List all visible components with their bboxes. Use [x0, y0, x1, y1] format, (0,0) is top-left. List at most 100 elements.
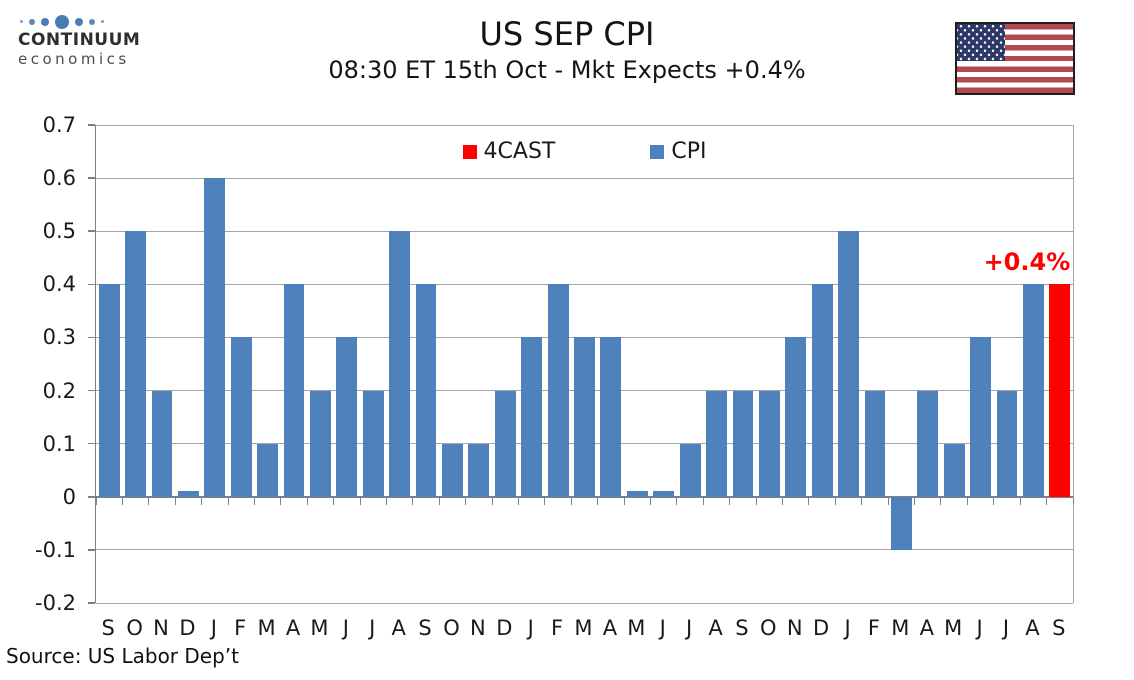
y-tick-label: -0.1 [35, 537, 76, 562]
category-tick-mark [861, 496, 863, 505]
y-tick-label: 0 [62, 484, 76, 509]
category-tick-mark [438, 496, 440, 505]
bar-cpi [310, 390, 331, 497]
category-tick-mark [517, 496, 519, 505]
bar-cpi [574, 337, 595, 497]
bar-4cast [1049, 284, 1071, 497]
category-tick-mark [412, 496, 414, 505]
x-tick-label: O [443, 616, 460, 640]
chart-legend: 4CAST CPI [96, 139, 1073, 164]
bar-cpi [336, 337, 358, 497]
bar-cpi [547, 284, 569, 497]
x-tick-label: A [391, 616, 406, 640]
bar-cpi [230, 337, 252, 497]
bar-cpi [362, 390, 384, 497]
y-tick-label: 0.1 [42, 431, 76, 456]
bar-cpi [257, 443, 279, 497]
x-tick-label: A [285, 616, 301, 640]
category-tick-mark [782, 496, 784, 505]
category-tick-mark [1072, 496, 1074, 505]
category-tick-mark [1019, 496, 1021, 505]
x-tick-label: A [708, 616, 723, 640]
logo-name: CONTINUUM [18, 30, 141, 50]
x-tick-label: J [210, 616, 217, 640]
source-note: Source: US Labor Dep’t [6, 644, 239, 668]
y-tick-label: 0.4 [42, 272, 76, 297]
category-tick-mark [914, 496, 916, 505]
plot-area: 4CAST CPI +0.4% [87, 124, 1074, 604]
bar-cpi [679, 443, 701, 497]
bar-cpi [811, 284, 833, 497]
bar-cpi [98, 284, 120, 497]
x-tick-label: O [126, 616, 143, 640]
bar-cpi [758, 390, 780, 497]
x-tick-label: J [686, 616, 693, 640]
y-tick-label: 0.3 [42, 325, 76, 350]
us-flag-icon [955, 22, 1075, 95]
x-tick-label: J [659, 616, 666, 640]
category-tick-mark [465, 496, 467, 505]
x-tick-label: A [602, 616, 618, 640]
x-tick-label: N [470, 616, 486, 640]
legend-swatch-4cast [462, 144, 477, 159]
category-tick-mark [755, 496, 757, 505]
category-tick-mark [993, 496, 995, 505]
y-tick-mark [87, 283, 95, 286]
bar-cpi [996, 390, 1018, 497]
x-tick-label: M [627, 616, 646, 640]
bar-cpi [1022, 284, 1044, 497]
x-tick-label: O [760, 616, 777, 640]
y-axis-labels: 0.7 0.6 0.5 0.4 0.3 0.2 0.1 0 -0.1 -0.2 [0, 113, 86, 615]
legend-item-4cast: 4CAST [462, 139, 555, 164]
y-tick-label: 0.7 [42, 113, 76, 137]
category-tick-mark [887, 496, 889, 505]
x-tick-label: D [813, 616, 830, 640]
x-tick-label: N [153, 616, 169, 640]
x-tick-label: M [944, 616, 963, 640]
y-tick-mark [87, 230, 95, 232]
us-flag-canton [957, 24, 1005, 61]
x-tick-label: J [527, 616, 534, 640]
bar-cpi [732, 390, 754, 497]
bar-cpi [494, 390, 516, 497]
category-tick-mark [227, 496, 229, 505]
x-tick-label: A [1025, 616, 1040, 640]
bar-cpi [626, 491, 648, 497]
y-tick-mark [87, 124, 95, 126]
x-tick-label: S [735, 616, 749, 640]
legend-swatch-cpi [650, 144, 665, 159]
bar-cpi [521, 337, 543, 497]
x-tick-label: J [1002, 616, 1010, 640]
legend-item-cpi: CPI [650, 139, 706, 164]
category-tick-mark [306, 496, 308, 505]
category-tick-mark [702, 496, 704, 505]
x-tick-label: F [234, 616, 247, 640]
category-tick-mark [676, 496, 678, 505]
bar-cpi [917, 390, 939, 497]
category-tick-mark [570, 496, 572, 505]
bar-cpi [864, 390, 886, 497]
category-tick-mark [808, 496, 810, 505]
category-tick-mark [201, 496, 203, 505]
logo-dots-icon [20, 14, 140, 29]
x-tick-label: D [496, 616, 513, 640]
y-tick-label: 0.5 [42, 219, 76, 244]
category-tick-mark [385, 496, 387, 505]
bar-cpi [943, 443, 965, 497]
y-tick-mark [87, 177, 95, 179]
x-tick-label: J [342, 616, 349, 640]
x-tick-label: F [551, 616, 564, 640]
bar-cpi [204, 178, 226, 497]
x-tick-label: J [369, 616, 376, 640]
x-tick-label: S [1052, 616, 1066, 640]
chart-title: US SEP CPI [479, 15, 655, 53]
category-tick-mark [174, 496, 176, 505]
category-tick-mark [940, 496, 942, 505]
y-tick-mark [87, 602, 95, 604]
y-tick-label: -0.2 [35, 591, 76, 615]
bar-cpi [389, 231, 411, 497]
continuum-economics-logo: CONTINUUM economics [18, 14, 140, 68]
category-tick-mark [148, 496, 150, 505]
category-tick-mark [333, 496, 335, 505]
